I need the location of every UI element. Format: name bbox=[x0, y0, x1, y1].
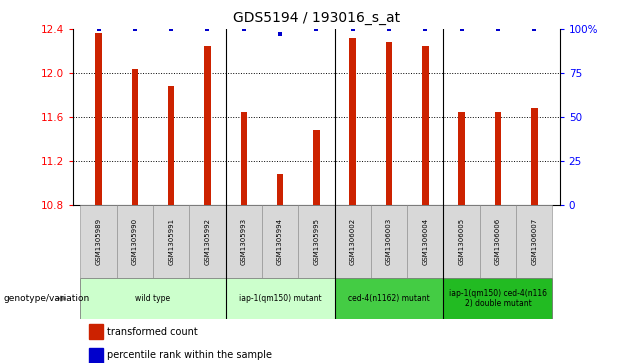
Text: GSM1305993: GSM1305993 bbox=[241, 218, 247, 265]
FancyBboxPatch shape bbox=[117, 205, 153, 278]
Text: GSM1305989: GSM1305989 bbox=[95, 218, 102, 265]
Bar bbox=[132, 69, 138, 205]
Text: GSM1305990: GSM1305990 bbox=[132, 218, 138, 265]
Text: GSM1306003: GSM1306003 bbox=[386, 218, 392, 265]
FancyBboxPatch shape bbox=[190, 205, 226, 278]
FancyBboxPatch shape bbox=[516, 205, 553, 278]
FancyBboxPatch shape bbox=[226, 205, 262, 278]
FancyBboxPatch shape bbox=[480, 205, 516, 278]
FancyBboxPatch shape bbox=[335, 205, 371, 278]
Text: GSM1305994: GSM1305994 bbox=[277, 218, 283, 265]
FancyBboxPatch shape bbox=[335, 278, 443, 319]
Text: GSM1306006: GSM1306006 bbox=[495, 218, 501, 265]
Bar bbox=[531, 108, 537, 205]
Bar bbox=[459, 111, 465, 205]
Text: transformed count: transformed count bbox=[107, 327, 198, 337]
Bar bbox=[240, 111, 247, 205]
FancyBboxPatch shape bbox=[443, 205, 480, 278]
Text: genotype/variation: genotype/variation bbox=[3, 294, 90, 303]
FancyBboxPatch shape bbox=[298, 205, 335, 278]
Bar bbox=[495, 111, 501, 205]
FancyBboxPatch shape bbox=[443, 278, 553, 319]
Bar bbox=[313, 130, 320, 205]
Text: GSM1305992: GSM1305992 bbox=[205, 218, 211, 265]
Text: GSM1306007: GSM1306007 bbox=[531, 218, 537, 265]
Bar bbox=[204, 45, 211, 205]
FancyBboxPatch shape bbox=[371, 205, 407, 278]
Bar bbox=[386, 42, 392, 205]
Bar bbox=[168, 86, 174, 205]
Title: GDS5194 / 193016_s_at: GDS5194 / 193016_s_at bbox=[233, 11, 400, 25]
FancyBboxPatch shape bbox=[80, 205, 117, 278]
FancyBboxPatch shape bbox=[226, 278, 335, 319]
Bar bbox=[422, 45, 429, 205]
Bar bbox=[349, 38, 356, 205]
Text: wild type: wild type bbox=[135, 294, 170, 303]
Text: iap-1(qm150) mutant: iap-1(qm150) mutant bbox=[238, 294, 321, 303]
Text: percentile rank within the sample: percentile rank within the sample bbox=[107, 350, 272, 360]
FancyBboxPatch shape bbox=[262, 205, 298, 278]
FancyBboxPatch shape bbox=[407, 205, 443, 278]
Bar bbox=[95, 33, 102, 205]
Bar bbox=[89, 348, 103, 363]
Text: GSM1306004: GSM1306004 bbox=[422, 218, 428, 265]
Text: GSM1305995: GSM1305995 bbox=[314, 218, 319, 265]
Bar bbox=[89, 324, 103, 339]
Text: GSM1305991: GSM1305991 bbox=[168, 218, 174, 265]
FancyBboxPatch shape bbox=[153, 205, 190, 278]
Text: GSM1306002: GSM1306002 bbox=[350, 218, 356, 265]
FancyBboxPatch shape bbox=[80, 278, 226, 319]
Text: iap-1(qm150) ced-4(n116
2) double mutant: iap-1(qm150) ced-4(n116 2) double mutant bbox=[449, 289, 547, 308]
Bar bbox=[277, 174, 284, 205]
Text: ced-4(n1162) mutant: ced-4(n1162) mutant bbox=[348, 294, 430, 303]
Text: GSM1306005: GSM1306005 bbox=[459, 218, 465, 265]
